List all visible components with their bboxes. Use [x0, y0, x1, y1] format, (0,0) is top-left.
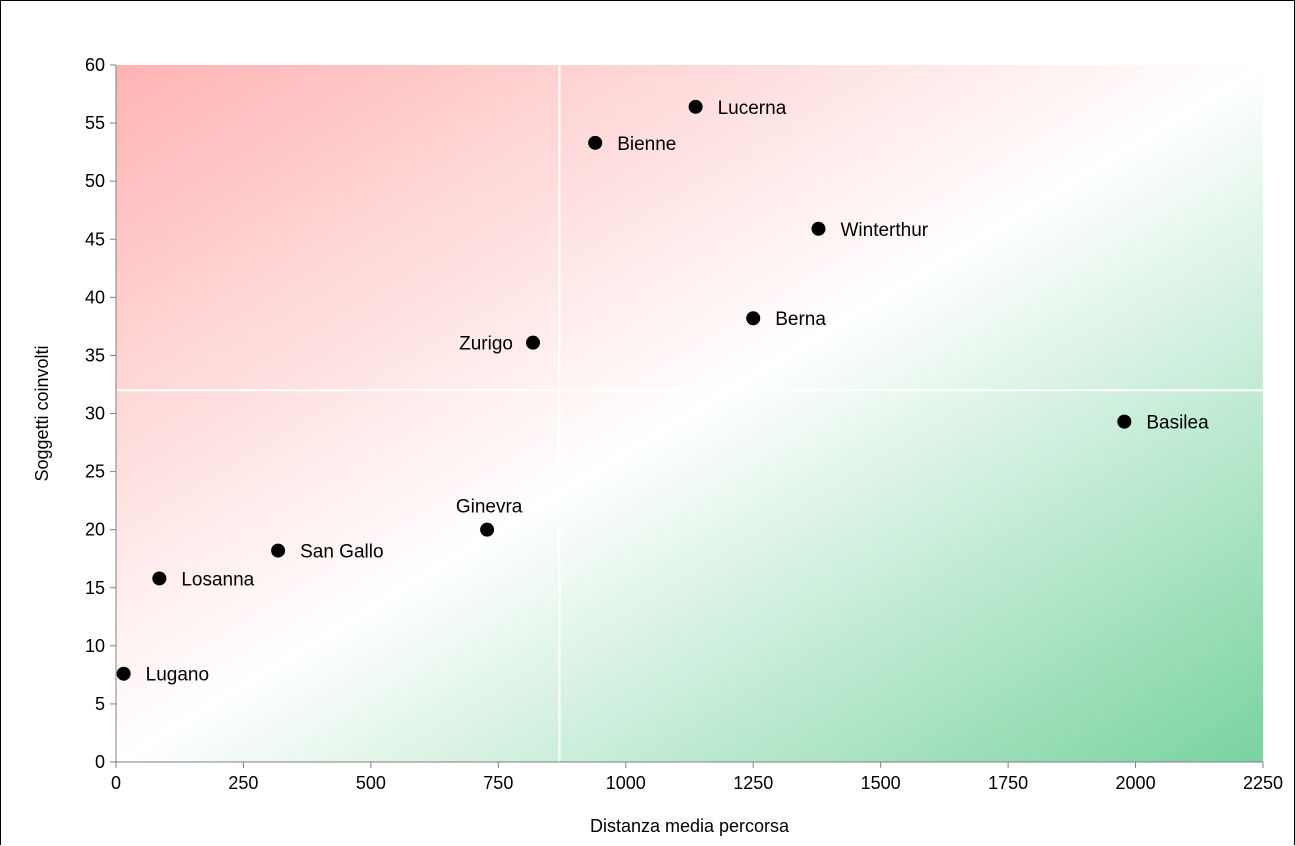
ticks-group: 0 250 500 750 1000 1250 1500 1750 2000 2250 0 5 10 15… [85, 55, 1283, 793]
x-tick-label: 250 [228, 773, 258, 793]
y-tick-label: 0 [95, 752, 105, 772]
data-point-ginevra [480, 522, 495, 537]
data-label-basilea: Basilea [1146, 413, 1209, 434]
y-tick-label: 55 [85, 113, 105, 133]
plot-area-background [116, 65, 1263, 762]
data-point-zurigo [525, 335, 540, 350]
data-point-lucerna [688, 99, 703, 114]
y-tick-label: 35 [85, 345, 105, 365]
data-label-lugano: Lugano [146, 665, 209, 686]
data-point-losanna [152, 571, 167, 586]
data-point-basilea [1117, 414, 1132, 429]
y-tick-label: 25 [85, 462, 105, 482]
x-axis-title: Distanza media percorsa [590, 816, 790, 836]
y-tick-label: 60 [85, 55, 105, 75]
x-tick-label: 2250 [1243, 773, 1283, 793]
y-tick-label: 15 [85, 578, 105, 598]
y-tick-label: 10 [85, 636, 105, 656]
x-tick-label: 1000 [606, 773, 646, 793]
x-tick-label: 1250 [733, 773, 773, 793]
data-point-berna [746, 311, 761, 326]
y-tick-label: 40 [85, 287, 105, 307]
data-label-berna: Berna [775, 309, 826, 330]
x-tick-label: 1750 [988, 773, 1028, 793]
x-tick-label: 500 [356, 773, 386, 793]
points-group: Lugano Losanna San Gallo Ginevra Zurigo Bienn… [116, 98, 1209, 686]
data-label-ginevra: Ginevra [456, 497, 523, 518]
y-tick-label: 30 [85, 404, 105, 424]
y-tick-label: 45 [85, 229, 105, 249]
data-label-lucerna: Lucerna [718, 98, 787, 119]
x-tick-label: 0 [111, 773, 121, 793]
y-axis-title: Soggetti coinvolti [32, 345, 52, 481]
data-label-zurigo: Zurigo [459, 334, 513, 355]
data-point-winterthur [811, 221, 826, 236]
y-tick-label: 50 [85, 171, 105, 191]
data-label-winterthur: Winterthur [840, 220, 928, 241]
data-point-lugano [116, 666, 131, 681]
data-point-san-gallo [271, 543, 286, 558]
data-label-san-gallo: San Gallo [300, 542, 383, 563]
y-tick-label: 5 [95, 694, 105, 714]
data-label-bienne: Bienne [617, 134, 676, 155]
data-point-bienne [588, 135, 603, 150]
data-label-losanna: Losanna [181, 569, 254, 590]
x-tick-label: 2000 [1116, 773, 1156, 793]
x-tick-label: 1500 [861, 773, 901, 793]
x-tick-label: 750 [483, 773, 513, 793]
y-tick-label: 20 [85, 520, 105, 540]
